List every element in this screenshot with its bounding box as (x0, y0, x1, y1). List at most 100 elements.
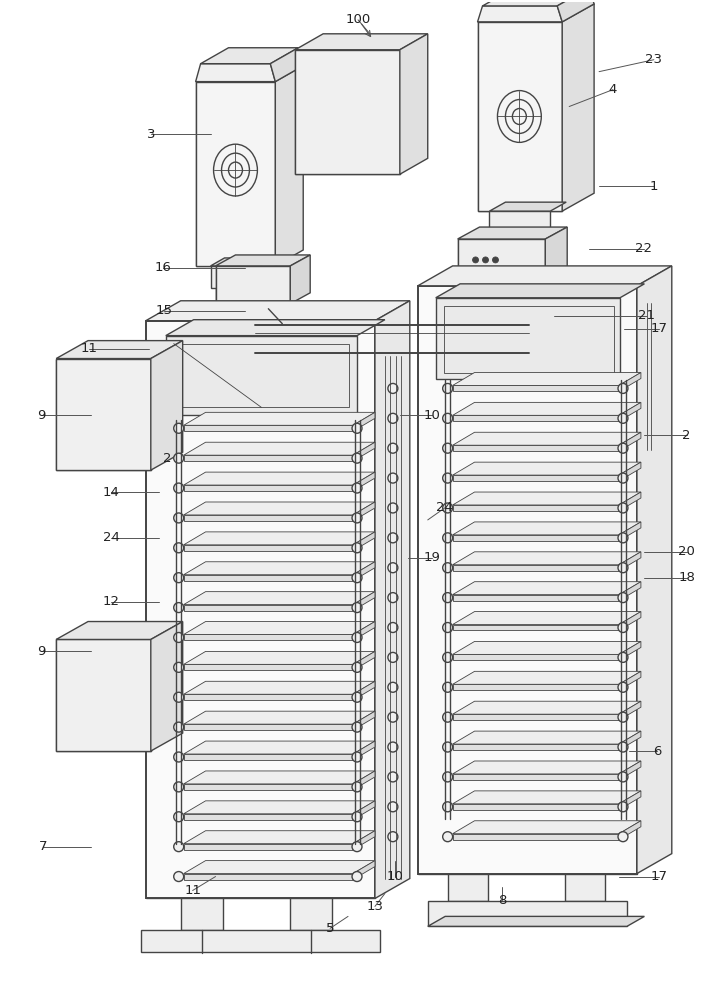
Text: 13: 13 (366, 900, 384, 913)
Ellipse shape (443, 652, 453, 662)
Ellipse shape (174, 423, 184, 433)
Text: 18: 18 (678, 571, 696, 584)
Ellipse shape (352, 722, 362, 732)
Ellipse shape (174, 483, 184, 493)
Ellipse shape (618, 682, 628, 692)
Bar (295, 50, 400, 174)
Ellipse shape (352, 573, 362, 583)
Polygon shape (453, 671, 641, 684)
Polygon shape (150, 341, 183, 470)
Ellipse shape (482, 257, 488, 263)
Bar (444, 306, 614, 373)
Polygon shape (353, 681, 375, 700)
Text: 20: 20 (678, 545, 696, 558)
Polygon shape (458, 227, 567, 239)
Ellipse shape (443, 772, 453, 782)
Polygon shape (619, 761, 641, 780)
Polygon shape (453, 774, 619, 780)
Polygon shape (184, 472, 375, 485)
Bar (228, 326, 279, 342)
Polygon shape (453, 701, 641, 714)
Polygon shape (453, 791, 641, 804)
Ellipse shape (443, 473, 453, 483)
Polygon shape (184, 425, 353, 431)
Polygon shape (619, 492, 641, 511)
Polygon shape (400, 34, 428, 174)
Ellipse shape (443, 802, 453, 812)
Text: 24: 24 (436, 501, 453, 514)
Polygon shape (453, 731, 641, 744)
Polygon shape (619, 731, 641, 750)
Polygon shape (477, 4, 594, 22)
Polygon shape (453, 821, 641, 834)
Polygon shape (56, 622, 183, 639)
Polygon shape (210, 258, 274, 266)
Polygon shape (619, 582, 641, 601)
Ellipse shape (443, 682, 453, 692)
Polygon shape (184, 724, 353, 730)
Text: 19: 19 (423, 551, 440, 564)
Polygon shape (184, 741, 375, 754)
Ellipse shape (388, 832, 398, 842)
Polygon shape (353, 412, 375, 431)
Text: 1: 1 (649, 180, 658, 193)
Ellipse shape (443, 443, 453, 453)
Bar (428, 901, 627, 926)
Polygon shape (453, 552, 641, 565)
Polygon shape (619, 612, 641, 630)
Bar (181, 898, 222, 930)
Polygon shape (453, 612, 641, 625)
Ellipse shape (388, 533, 398, 543)
Bar (146, 321, 375, 898)
Polygon shape (619, 552, 641, 571)
Ellipse shape (352, 543, 362, 553)
Polygon shape (295, 50, 400, 174)
Polygon shape (184, 681, 375, 694)
Polygon shape (184, 711, 375, 724)
Polygon shape (477, 6, 562, 22)
Ellipse shape (388, 802, 398, 812)
Polygon shape (184, 592, 375, 605)
Ellipse shape (443, 593, 453, 603)
Polygon shape (453, 535, 619, 541)
Polygon shape (184, 844, 353, 850)
Bar (174, 344, 349, 407)
Polygon shape (453, 462, 641, 475)
Ellipse shape (388, 652, 398, 662)
Polygon shape (290, 255, 310, 304)
Polygon shape (184, 442, 375, 455)
Polygon shape (353, 711, 375, 730)
Polygon shape (375, 301, 410, 898)
Ellipse shape (618, 802, 628, 812)
Ellipse shape (618, 712, 628, 722)
Ellipse shape (618, 563, 628, 573)
Ellipse shape (352, 483, 362, 493)
Polygon shape (453, 492, 641, 505)
Text: 100: 100 (346, 13, 371, 26)
Ellipse shape (352, 423, 362, 433)
Polygon shape (453, 654, 619, 660)
Polygon shape (453, 565, 619, 571)
Ellipse shape (443, 623, 453, 632)
Ellipse shape (352, 752, 362, 762)
Text: 16: 16 (154, 261, 171, 274)
Polygon shape (453, 684, 619, 690)
Text: 7: 7 (39, 840, 48, 853)
Text: 8: 8 (498, 894, 507, 907)
Polygon shape (453, 595, 619, 601)
Ellipse shape (388, 593, 398, 603)
Polygon shape (184, 622, 375, 634)
Ellipse shape (443, 832, 453, 842)
Polygon shape (453, 761, 641, 774)
Ellipse shape (503, 321, 536, 357)
Text: 21: 21 (639, 309, 655, 322)
Polygon shape (619, 402, 641, 421)
Ellipse shape (443, 383, 453, 393)
Ellipse shape (388, 712, 398, 722)
Polygon shape (453, 804, 619, 810)
Polygon shape (184, 575, 353, 581)
Ellipse shape (618, 533, 628, 543)
Ellipse shape (174, 513, 184, 523)
Polygon shape (453, 475, 619, 481)
Text: 24: 24 (102, 531, 120, 544)
